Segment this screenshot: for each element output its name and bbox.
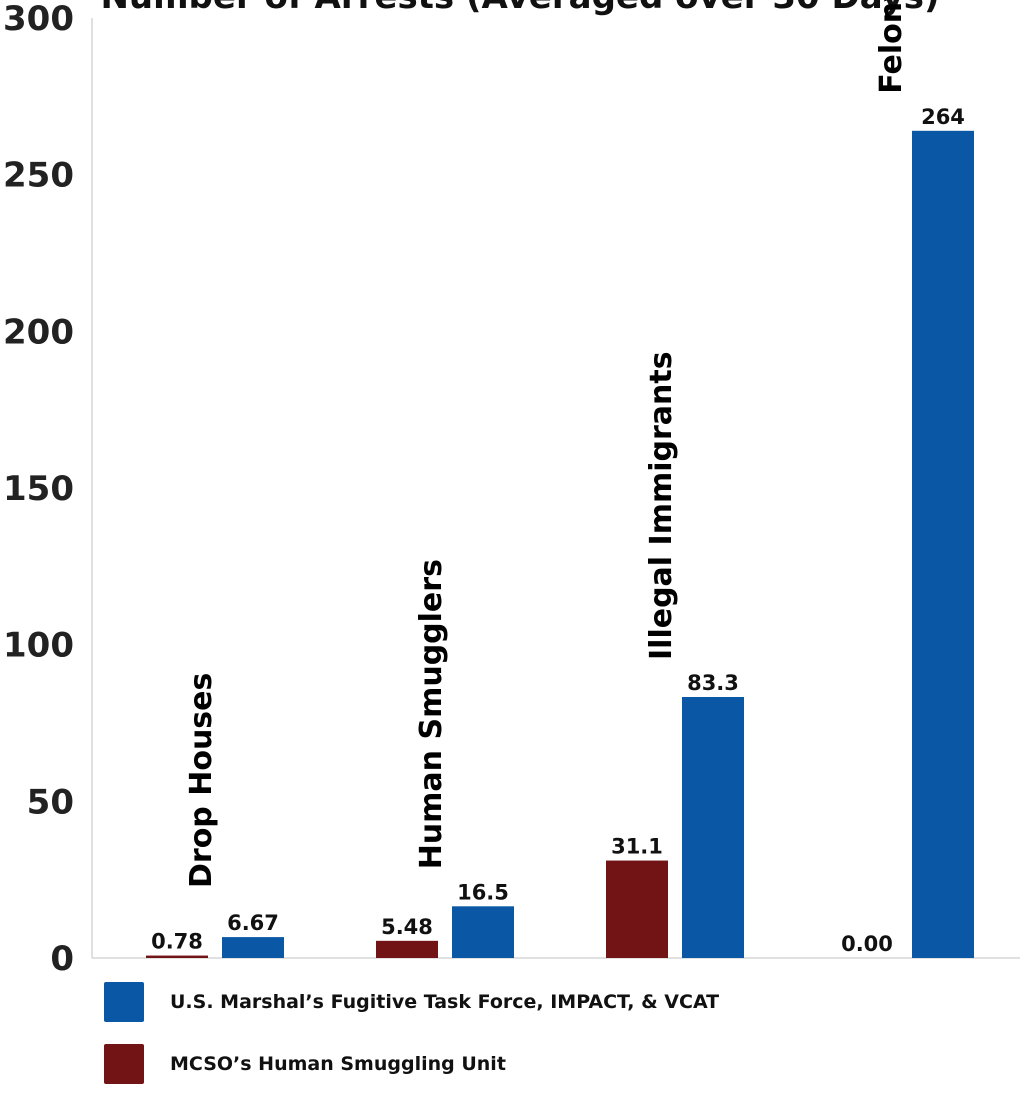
y-tick-label: 200 — [3, 312, 74, 352]
bar-value-label: 31.1 — [611, 835, 663, 859]
y-tick-label: 100 — [3, 626, 74, 666]
bar-value-label: 16.5 — [457, 880, 509, 904]
y-tick-label: 150 — [3, 469, 74, 509]
y-tick-label: 0 — [50, 939, 74, 975]
y-axis-ticks: 0 50 100 150 200 250 300 — [3, 0, 74, 975]
bar — [606, 860, 668, 958]
bar — [146, 955, 208, 958]
bar-value-label: 264 — [921, 105, 965, 129]
category-label: Felony Warrants Served — [874, 0, 909, 94]
legend-swatch-red — [104, 1044, 144, 1084]
category-labels-group: Drop Houses Human Smugglers Illegal Immigr… — [184, 0, 909, 888]
bar — [912, 130, 974, 959]
bar-value-label: 0.78 — [151, 930, 203, 954]
legend-swatch-blue — [104, 982, 144, 1022]
category-label: Illegal Immigrants — [644, 351, 679, 660]
bar-value-label: 0.00 — [841, 932, 893, 956]
legend-label-us-marshal: U.S. Marshal’s Fugitive Task Force, IMPA… — [170, 991, 720, 1013]
bar — [452, 906, 514, 958]
legend-item-us-marshal: U.S. Marshal’s Fugitive Task Force, IMPA… — [104, 978, 719, 1026]
bars-group — [146, 130, 974, 959]
bar — [222, 937, 284, 958]
y-tick-label: 50 — [27, 782, 74, 822]
bar — [682, 696, 744, 958]
legend: U.S. Marshal’s Fugitive Task Force, IMPA… — [104, 978, 719, 1102]
chart-axes — [91, 18, 1020, 959]
chart-title-group: Number of Arrests (Averaged over 30 Days… — [100, 0, 939, 17]
value-labels-group: 0.78 6.67 5.48 16.5 31.1 83.3 0.00 264 — [151, 105, 965, 956]
category-label: Drop Houses — [184, 673, 219, 888]
bar-chart: Number of Arrests (Averaged over 30 Days… — [3, 0, 1020, 975]
bar — [376, 940, 438, 958]
bar-value-label: 6.67 — [227, 911, 279, 935]
y-tick-label: 250 — [3, 156, 74, 196]
legend-item-mcso: MCSO’s Human Smuggling Unit — [104, 1040, 719, 1088]
category-label: Human Smugglers — [414, 559, 449, 869]
legend-label-mcso: MCSO’s Human Smuggling Unit — [170, 1053, 506, 1075]
chart-title: Number of Arrests (Averaged over 30 Days… — [100, 0, 939, 17]
bar-value-label: 83.3 — [687, 671, 739, 695]
bar-value-label: 5.48 — [381, 915, 433, 939]
y-tick-label: 300 — [3, 0, 74, 39]
